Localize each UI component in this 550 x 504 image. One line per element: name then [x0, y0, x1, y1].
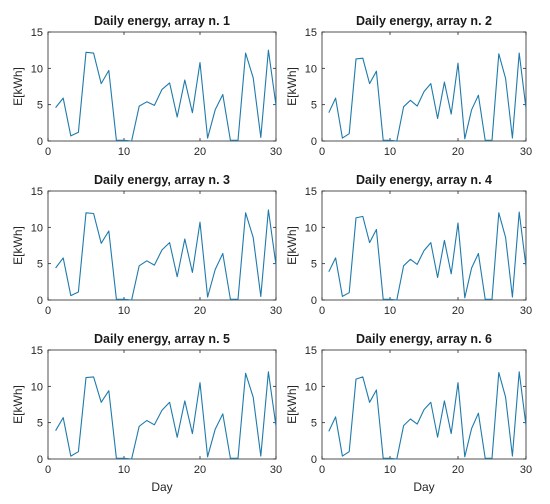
x-tick-label: 0: [319, 146, 325, 158]
x-tick-label: 0: [319, 305, 325, 317]
subplot-4: 0 10 20 30 0 5 10 15 Daily energy, array n. 4 E[k…: [285, 173, 532, 317]
series-line: [328, 52, 527, 142]
x-tick-label: 10: [384, 146, 396, 158]
axes-box: [47, 190, 277, 301]
y-tick-label: 5: [311, 100, 317, 112]
x-tick-label: 0: [45, 305, 51, 317]
subplot-title: Daily energy, array n. 4: [356, 173, 492, 187]
series-line: [55, 209, 277, 301]
x-tick-label: 0: [45, 464, 51, 476]
x-tick-label: 10: [118, 305, 130, 317]
x-tick-label: 30: [270, 305, 282, 317]
y-axis-label: E[kWh]: [11, 226, 25, 265]
y-tick-label: 5: [37, 418, 43, 430]
y-tick-label: 10: [305, 222, 317, 234]
subplot-title: Daily energy, array n. 2: [356, 14, 492, 28]
subplot-5: 0 10 20 30 0 5 10 15 Daily energy, array n. 5 E[k…: [11, 332, 282, 494]
subplot-title: Daily energy, array n. 1: [94, 14, 230, 28]
series-line: [55, 371, 277, 460]
subplot-title: Daily energy, array n. 5: [94, 332, 230, 346]
y-tick-label: 15: [31, 27, 43, 39]
y-tick-label: 15: [305, 345, 317, 357]
y-tick-label: 15: [31, 186, 43, 198]
subplot-title: Daily energy, array n. 6: [356, 332, 492, 346]
y-axis-label: E[kWh]: [11, 385, 25, 424]
y-tick-label: 5: [311, 418, 317, 430]
x-tick-label: 10: [384, 464, 396, 476]
y-tick-label: 0: [37, 295, 43, 307]
y-tick-label: 0: [311, 454, 317, 466]
x-tick-label: 0: [319, 464, 325, 476]
x-tick-label: 10: [384, 305, 396, 317]
y-tick-label: 10: [31, 222, 43, 234]
y-tick-label: 0: [37, 454, 43, 466]
x-tick-label: 30: [520, 464, 532, 476]
x-tick-label: 30: [520, 305, 532, 317]
x-tick-label: 10: [118, 464, 130, 476]
x-axis-label: Day: [413, 480, 434, 494]
x-tick-label: 20: [452, 464, 464, 476]
y-tick-label: 10: [305, 63, 317, 75]
y-axis-label: E[kWh]: [11, 67, 25, 106]
y-axis-label: E[kWh]: [285, 67, 299, 106]
x-tick-label: 20: [452, 146, 464, 158]
y-axis-label: E[kWh]: [285, 226, 299, 265]
y-tick-label: 15: [305, 27, 317, 39]
subplot-3: 0 10 20 30 0 5 10 15 Daily energy, array n. 3 E[k…: [11, 173, 282, 317]
x-tick-label: 20: [194, 305, 206, 317]
x-tick-label: 20: [452, 305, 464, 317]
x-axis-label: Day: [151, 480, 172, 494]
y-tick-label: 5: [37, 259, 43, 271]
series-line: [55, 49, 277, 142]
y-tick-label: 10: [305, 381, 317, 393]
x-tick-label: 20: [194, 146, 206, 158]
x-tick-label: 30: [270, 464, 282, 476]
x-tick-label: 30: [270, 146, 282, 158]
subplot-1: 0 10 20 30 0 5 10 15 Daily energy, array n. 1 E[k…: [11, 14, 282, 158]
subplot-title: Daily energy, array n. 3: [94, 173, 230, 187]
y-tick-label: 0: [311, 136, 317, 148]
axes-box: [321, 190, 527, 301]
subplot-6: 0 10 20 30 0 5 10 15 Daily energy, array n. 6 E[k…: [285, 332, 532, 494]
series-line: [328, 211, 527, 301]
x-tick-label: 20: [194, 464, 206, 476]
series-line: [328, 371, 527, 460]
axes-box: [321, 31, 527, 142]
y-axis-label: E[kWh]: [285, 385, 299, 424]
x-tick-label: 0: [45, 146, 51, 158]
y-tick-label: 10: [31, 381, 43, 393]
y-tick-label: 5: [311, 259, 317, 271]
y-tick-label: 15: [305, 186, 317, 198]
axes-box: [321, 349, 527, 460]
x-tick-label: 10: [118, 146, 130, 158]
y-tick-label: 15: [31, 345, 43, 357]
x-tick-label: 30: [520, 146, 532, 158]
y-tick-label: 0: [311, 295, 317, 307]
subplot-2: 0 10 20 30 0 5 10 15 Daily energy, array n. 2 E[k…: [285, 14, 532, 158]
y-tick-label: 10: [31, 63, 43, 75]
y-tick-label: 0: [37, 136, 43, 148]
y-tick-label: 5: [37, 100, 43, 112]
axes-box: [47, 31, 277, 142]
axes-box: [47, 349, 277, 460]
